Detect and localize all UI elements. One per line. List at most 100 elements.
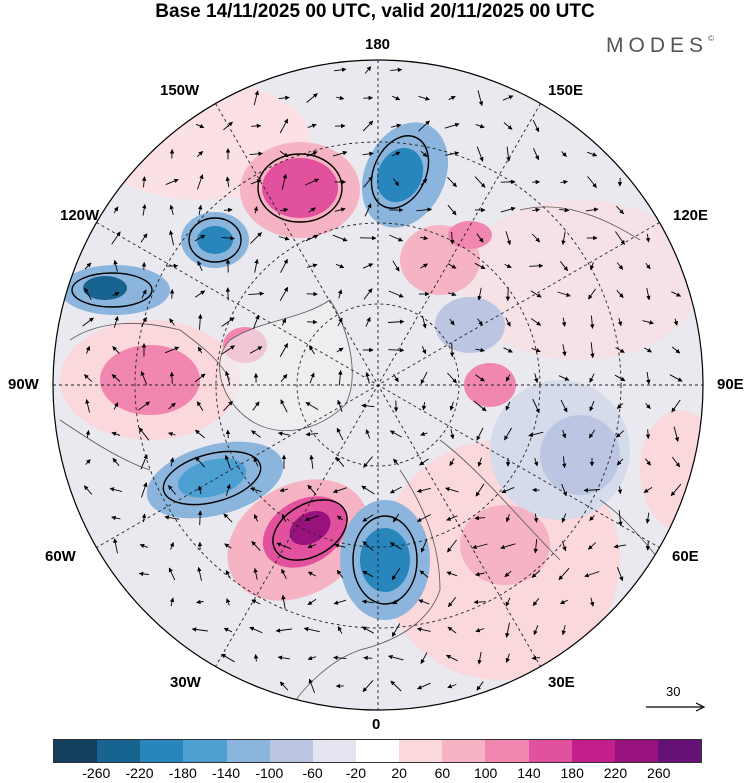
- wind-vector: [139, 543, 149, 549]
- wind-vector: [448, 95, 456, 101]
- wind-vector: [305, 234, 319, 242]
- colorbar-swatch: [442, 740, 486, 762]
- wind-vector: [558, 375, 570, 381]
- wind-vector: [531, 233, 541, 243]
- wind-vector: [362, 120, 374, 132]
- wind-vector: [276, 542, 292, 550]
- wind-vector: [334, 207, 346, 212]
- colorbar-swatch: [312, 740, 356, 762]
- wind-vector: [588, 288, 596, 300]
- wind-vector: [363, 456, 373, 468]
- wind-vector: [306, 151, 318, 157]
- wind-vector: [671, 346, 681, 354]
- wind-vector: [336, 427, 344, 441]
- logo-text: MODES: [606, 34, 709, 57]
- wind-vector: [391, 623, 401, 637]
- wind-vector: [309, 345, 315, 355]
- wind-vector: [476, 146, 484, 162]
- wind-vector: [168, 485, 176, 495]
- wind-vector: [393, 373, 399, 383]
- wind-vector: [446, 571, 458, 577]
- wind-vector: [474, 176, 486, 188]
- wind-vector: [225, 370, 231, 385]
- wind-vector: [85, 459, 91, 465]
- wind-vector: [250, 179, 262, 185]
- wind-vector: [505, 317, 511, 327]
- wind-vector: [335, 456, 345, 467]
- logo-copyright-mark: ©: [708, 34, 714, 43]
- wind-vector: [449, 231, 455, 245]
- wind-vector: [337, 399, 343, 412]
- wind-vector: [561, 429, 567, 439]
- wind-vector: [471, 543, 488, 550]
- wind-vector: [337, 289, 343, 299]
- wind-vector: [275, 628, 292, 633]
- wind-vectors: [82, 66, 683, 694]
- wind-vector: [505, 401, 511, 411]
- wind-vector: [645, 233, 651, 243]
- wind-vector: [533, 539, 538, 554]
- wind-vector: [645, 429, 651, 440]
- wind-vector: [477, 287, 482, 301]
- wind-vector: [447, 291, 457, 297]
- wind-vector: [280, 207, 289, 213]
- wind-vector: [504, 263, 512, 269]
- contour-line: [272, 499, 348, 561]
- wind-vector: [475, 571, 485, 577]
- wind-vector: [196, 599, 204, 605]
- positive-anomaly: [100, 345, 200, 415]
- wind-vector: [363, 176, 373, 188]
- wind-vector: [505, 231, 511, 246]
- modes-logo: MODES©: [606, 34, 714, 58]
- wind-vector: [361, 403, 375, 408]
- colorbar-tick-label: -140: [212, 765, 241, 781]
- wind-vector: [140, 233, 148, 243]
- negative-anomaly: [435, 297, 505, 353]
- wind-vector: [505, 514, 511, 523]
- wind-vector: [531, 318, 542, 326]
- wind-vector: [225, 570, 231, 578]
- wind-vector: [418, 599, 430, 605]
- wind-vector: [473, 599, 486, 605]
- wind-vector: [531, 655, 541, 661]
- wind-vector: [420, 371, 428, 385]
- wind-vector: [253, 567, 258, 580]
- wind-vector: [250, 487, 262, 493]
- wind-vector: [561, 231, 566, 246]
- wind-vector: [280, 374, 288, 382]
- wind-vector: [529, 263, 544, 269]
- lon-label-60w: 60W: [45, 548, 76, 565]
- wind-vector: [335, 263, 345, 269]
- wind-vector: [416, 514, 431, 522]
- wind-vector: [333, 67, 347, 72]
- wind-vector: [111, 374, 121, 382]
- wind-vector: [616, 403, 624, 409]
- wind-vector: [589, 597, 595, 607]
- wind-vector: [445, 151, 460, 156]
- wind-vector: [109, 487, 123, 493]
- colorbar-tick-label: -60: [302, 765, 323, 781]
- wind-vector: [169, 318, 175, 326]
- wind-vector: [221, 235, 235, 241]
- wind-vector: [447, 263, 457, 269]
- wind-vector: [618, 510, 623, 527]
- contour-line: [71, 272, 153, 308]
- colorbar-swatch: [54, 740, 98, 762]
- wind-vector: [196, 174, 204, 190]
- wind-vector: [617, 318, 623, 327]
- colorbar-tick-label: -220: [125, 765, 154, 781]
- wind-vector: [473, 400, 487, 412]
- wind-vector: [196, 150, 204, 158]
- wind-vector: [616, 458, 624, 466]
- wind-vector: [83, 485, 93, 495]
- wind-vector: [111, 431, 121, 437]
- colorbar-tick-label: -260: [82, 765, 111, 781]
- wind-vector: [447, 372, 457, 384]
- wind-vector: [361, 485, 375, 495]
- wind-vector: [197, 346, 203, 354]
- wind-vector: [112, 457, 120, 467]
- wind-vector: [197, 260, 203, 271]
- wind-vector: [389, 234, 404, 242]
- wind-vector: [500, 543, 516, 550]
- wind-vector: [587, 151, 598, 157]
